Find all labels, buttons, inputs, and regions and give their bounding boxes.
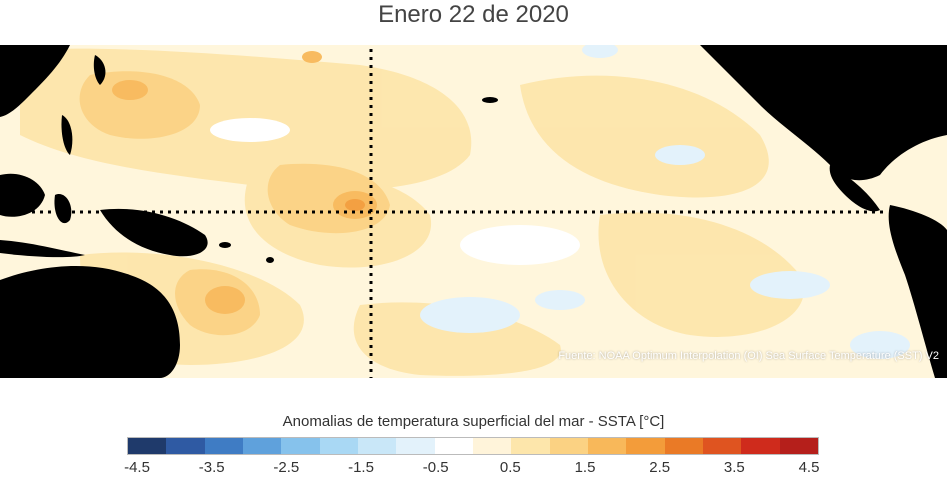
ssta-map: Fuente: NOAA Optimum Interpolation (OI) … [0,45,947,378]
land-south-america [888,205,947,378]
colorbar-tick-label: -4.5 [124,459,150,476]
cool-region-2 [535,290,585,310]
colorbar-tick-label: -1.5 [348,459,374,476]
ssta-map-canvas [0,45,947,378]
warm-region-stronger-1 [79,71,200,139]
land-layer [0,45,947,378]
colorbar-segment [281,438,320,454]
land-philippines [61,115,73,155]
colorbar-segment [549,438,588,454]
colorbar-tick-label: -0.5 [422,459,449,476]
colorbar-segment [702,438,742,454]
colorbar-tick-label: 1.5 [574,459,596,476]
land-australia [0,265,180,378]
cool-region-7 [460,225,580,265]
land-asia [0,45,70,117]
land-sulawesi [54,194,72,224]
land-north-america [700,45,947,181]
colorbar-tick-label: -3.5 [198,459,225,476]
warm-hotspot-nw [112,80,148,100]
map-title: Enero 22 de 2020 [378,1,569,28]
warm-region-southeast [598,212,804,337]
cool-region-4 [582,45,618,58]
colorbar-segment [242,438,282,454]
land-borneo [0,173,45,217]
land-hawaii [482,97,498,103]
colorbar-tick-label: -2.5 [273,459,300,476]
land-java [0,240,85,258]
cool-region-1 [420,297,520,333]
cool-region-8 [850,331,910,359]
warm-hotspot-core [345,199,365,211]
colorbar-segment [741,438,780,454]
colorbar-segment [434,438,473,454]
colorbar [127,437,819,455]
warm-region-northeast [520,75,769,198]
colorbar-tick-label: 2.5 [649,459,671,476]
colorbar-segment [204,438,243,454]
colorbar-segment [357,438,397,454]
colorbar-tick-label: 0.5 [499,459,521,476]
colorbar-segment [779,438,818,454]
colorbar-segment [472,438,512,454]
land-caribbean [880,105,930,121]
colorbar-segment [587,438,627,454]
colorbar-segment [664,438,703,454]
land-island-1 [219,242,231,248]
colorbar-segment [626,438,665,454]
warm-hotspot-n [302,51,322,63]
cool-region-3 [750,271,830,299]
colorbar-label: Anomalias de temperatura superficial del… [282,413,665,430]
data-source-credit: Fuente: NOAA Optimum Interpolation (OI) … [558,350,939,362]
cool-region-5 [655,145,705,165]
land-island-2 [266,257,274,263]
cool-region-6 [210,118,290,142]
colorbar-tick-label: 4.5 [798,459,820,476]
land-japan [93,55,106,85]
colorbar-segment [166,438,205,454]
colorbar-tick-label: 3.5 [723,459,745,476]
colorbar-segment [128,438,167,454]
colorbar-ticks: -4.5 -3.5 -2.5 -1.5 -0.5 0.5 1.5 2.5 3.5 4.5 [124,459,820,479]
land-new-guinea [100,208,208,257]
land-central-america [829,165,880,212]
colorbar-segment [511,438,550,454]
warm-hotspot-sw [205,286,245,314]
cool-anomaly-layer [210,45,910,359]
colorbar-segment [319,438,358,454]
colorbar-segment [396,438,435,454]
